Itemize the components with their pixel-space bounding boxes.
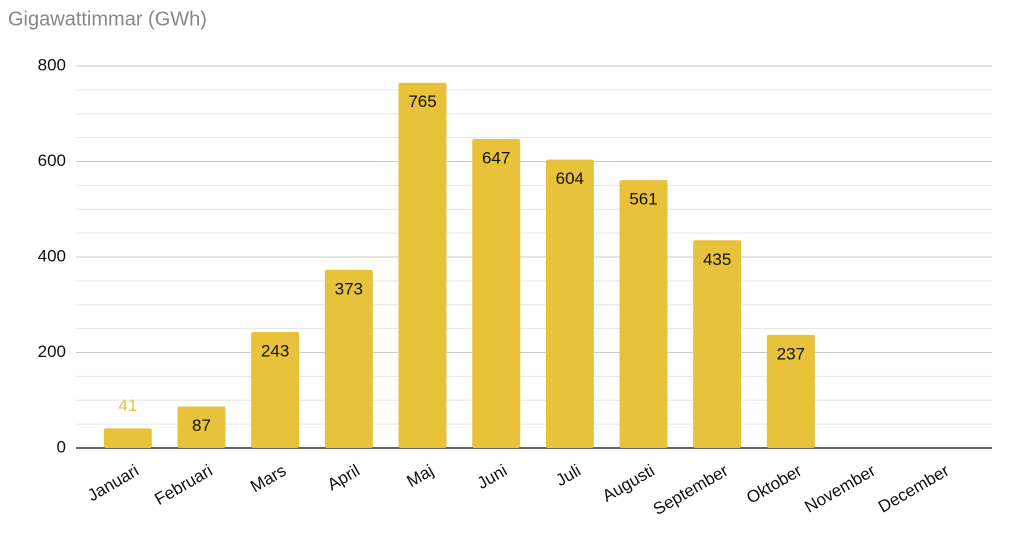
bar xyxy=(472,139,521,448)
bar xyxy=(545,159,594,448)
bar xyxy=(619,180,668,448)
data-label: 237 xyxy=(777,344,805,363)
x-tick-label: November xyxy=(801,461,879,517)
bar xyxy=(177,406,226,448)
x-tick-label: April xyxy=(324,461,363,494)
x-tick-label: Oktober xyxy=(743,461,805,508)
y-tick-label: 200 xyxy=(38,342,66,361)
y-tick-label: 0 xyxy=(57,437,66,456)
x-tick-label: Februari xyxy=(151,461,215,509)
x-tick-label: September xyxy=(650,461,732,519)
bar xyxy=(103,428,152,448)
y-tick-label: 400 xyxy=(38,246,66,265)
y-axis-title: Gigawattimmar (GWh) xyxy=(8,8,207,30)
data-label: 373 xyxy=(335,279,363,298)
data-label: 604 xyxy=(556,169,584,188)
x-tick-label: December xyxy=(875,461,953,517)
y-tick-label: 800 xyxy=(38,55,66,74)
x-tick-label: Januari xyxy=(84,461,142,505)
data-label: 435 xyxy=(703,250,731,269)
bar xyxy=(251,331,300,448)
x-tick-label: Maj xyxy=(404,461,437,491)
bar xyxy=(398,82,447,449)
x-tick-label: Juli xyxy=(552,461,584,490)
data-label: 87 xyxy=(192,416,211,435)
data-label: 647 xyxy=(482,149,510,168)
bar xyxy=(324,269,373,448)
data-label: 41 xyxy=(118,396,137,415)
bar xyxy=(693,240,742,448)
data-label: 765 xyxy=(408,92,436,111)
bar xyxy=(766,334,815,448)
y-tick-label: 600 xyxy=(38,151,66,170)
data-label: 561 xyxy=(629,190,657,209)
x-tick-label: Augusti xyxy=(599,461,658,506)
data-label: 243 xyxy=(261,341,289,360)
x-tick-label: Juni xyxy=(474,461,511,493)
x-tick-label: Mars xyxy=(247,461,289,496)
